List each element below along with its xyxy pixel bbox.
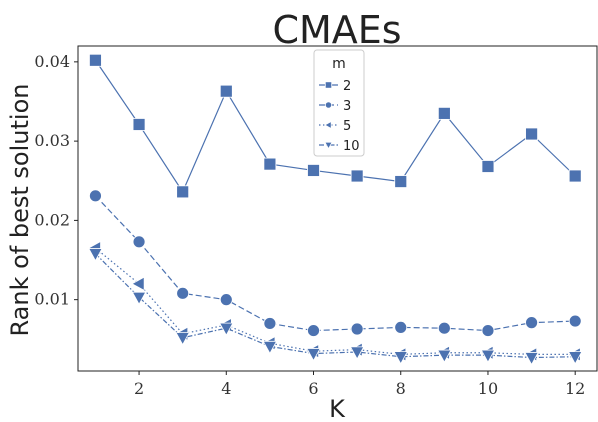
y-tick-label: 0.04: [34, 52, 70, 71]
x-tick-label: 2: [134, 379, 144, 398]
data-point: [568, 169, 582, 183]
series-line: [95, 253, 576, 359]
data-point: [350, 169, 364, 183]
series-3: [89, 189, 582, 337]
x-axis: 2 4 6 8 10 12: [134, 371, 585, 398]
plot-frame: [77, 45, 598, 372]
data-point: [307, 324, 320, 337]
data-point: [132, 118, 146, 131]
x-tick-label: 6: [308, 379, 318, 398]
y-axis-label: Rank of best solution: [6, 84, 34, 337]
series-2: [89, 53, 582, 199]
data-point: [480, 349, 496, 363]
legend-marker: [324, 81, 333, 89]
y-tick-label: 0.03: [34, 131, 70, 150]
legend-label: 10: [343, 139, 360, 154]
legend-label: 5: [343, 119, 351, 134]
series-10: [88, 248, 583, 366]
data-point: [350, 322, 364, 336]
data-point: [219, 293, 233, 307]
legend-marker: [324, 141, 333, 150]
data-point: [176, 185, 190, 199]
data-point: [89, 53, 102, 67]
legend-label: 2: [343, 79, 351, 94]
data-point: [263, 317, 277, 330]
x-axis-label: K: [329, 395, 346, 422]
data-point: [393, 351, 409, 365]
series-layer: [87, 53, 583, 366]
data-point: [394, 321, 408, 334]
series-line: [94, 59, 576, 194]
data-point: [437, 349, 452, 363]
chart-title: CMAEs: [272, 8, 401, 52]
x-tick-label: 10: [478, 379, 498, 398]
x-tick-label: 12: [565, 379, 585, 398]
data-point: [567, 351, 583, 365]
legend-title: m: [332, 56, 346, 72]
data-point: [437, 321, 451, 335]
data-point: [263, 157, 277, 171]
data-point: [524, 352, 539, 366]
data-point: [525, 316, 538, 330]
legend-label: 3: [343, 99, 351, 114]
data-point: [306, 348, 321, 362]
data-point: [262, 340, 278, 355]
data-point: [307, 164, 320, 177]
data-point: [89, 189, 102, 203]
data-point: [175, 332, 190, 346]
data-point: [481, 324, 495, 337]
data-point: [349, 346, 365, 360]
legend: m 2 3 5 10: [313, 49, 365, 157]
legend-marker: [324, 101, 333, 109]
y-tick-label: 0.02: [34, 210, 70, 229]
data-point: [525, 127, 538, 141]
series-line: [95, 247, 576, 355]
data-point: [131, 291, 147, 306]
data-point: [176, 286, 190, 300]
data-point: [437, 106, 451, 120]
legend-box: [313, 49, 365, 157]
x-tick-label: 8: [396, 379, 406, 398]
data-point: [568, 314, 582, 328]
y-tick-label: 0.01: [34, 290, 70, 309]
data-point: [132, 235, 146, 249]
data-point: [88, 248, 103, 262]
legend-marker: [323, 120, 332, 130]
data-point: [219, 84, 233, 98]
data-point: [219, 322, 234, 336]
x-tick-label: 4: [221, 379, 231, 398]
series-5: [87, 240, 581, 362]
data-point: [394, 175, 408, 188]
y-axis: 0.01 0.02 0.03 0.04: [34, 52, 78, 309]
data-point: [131, 276, 145, 292]
data-point: [481, 160, 495, 173]
series-line: [95, 195, 576, 332]
